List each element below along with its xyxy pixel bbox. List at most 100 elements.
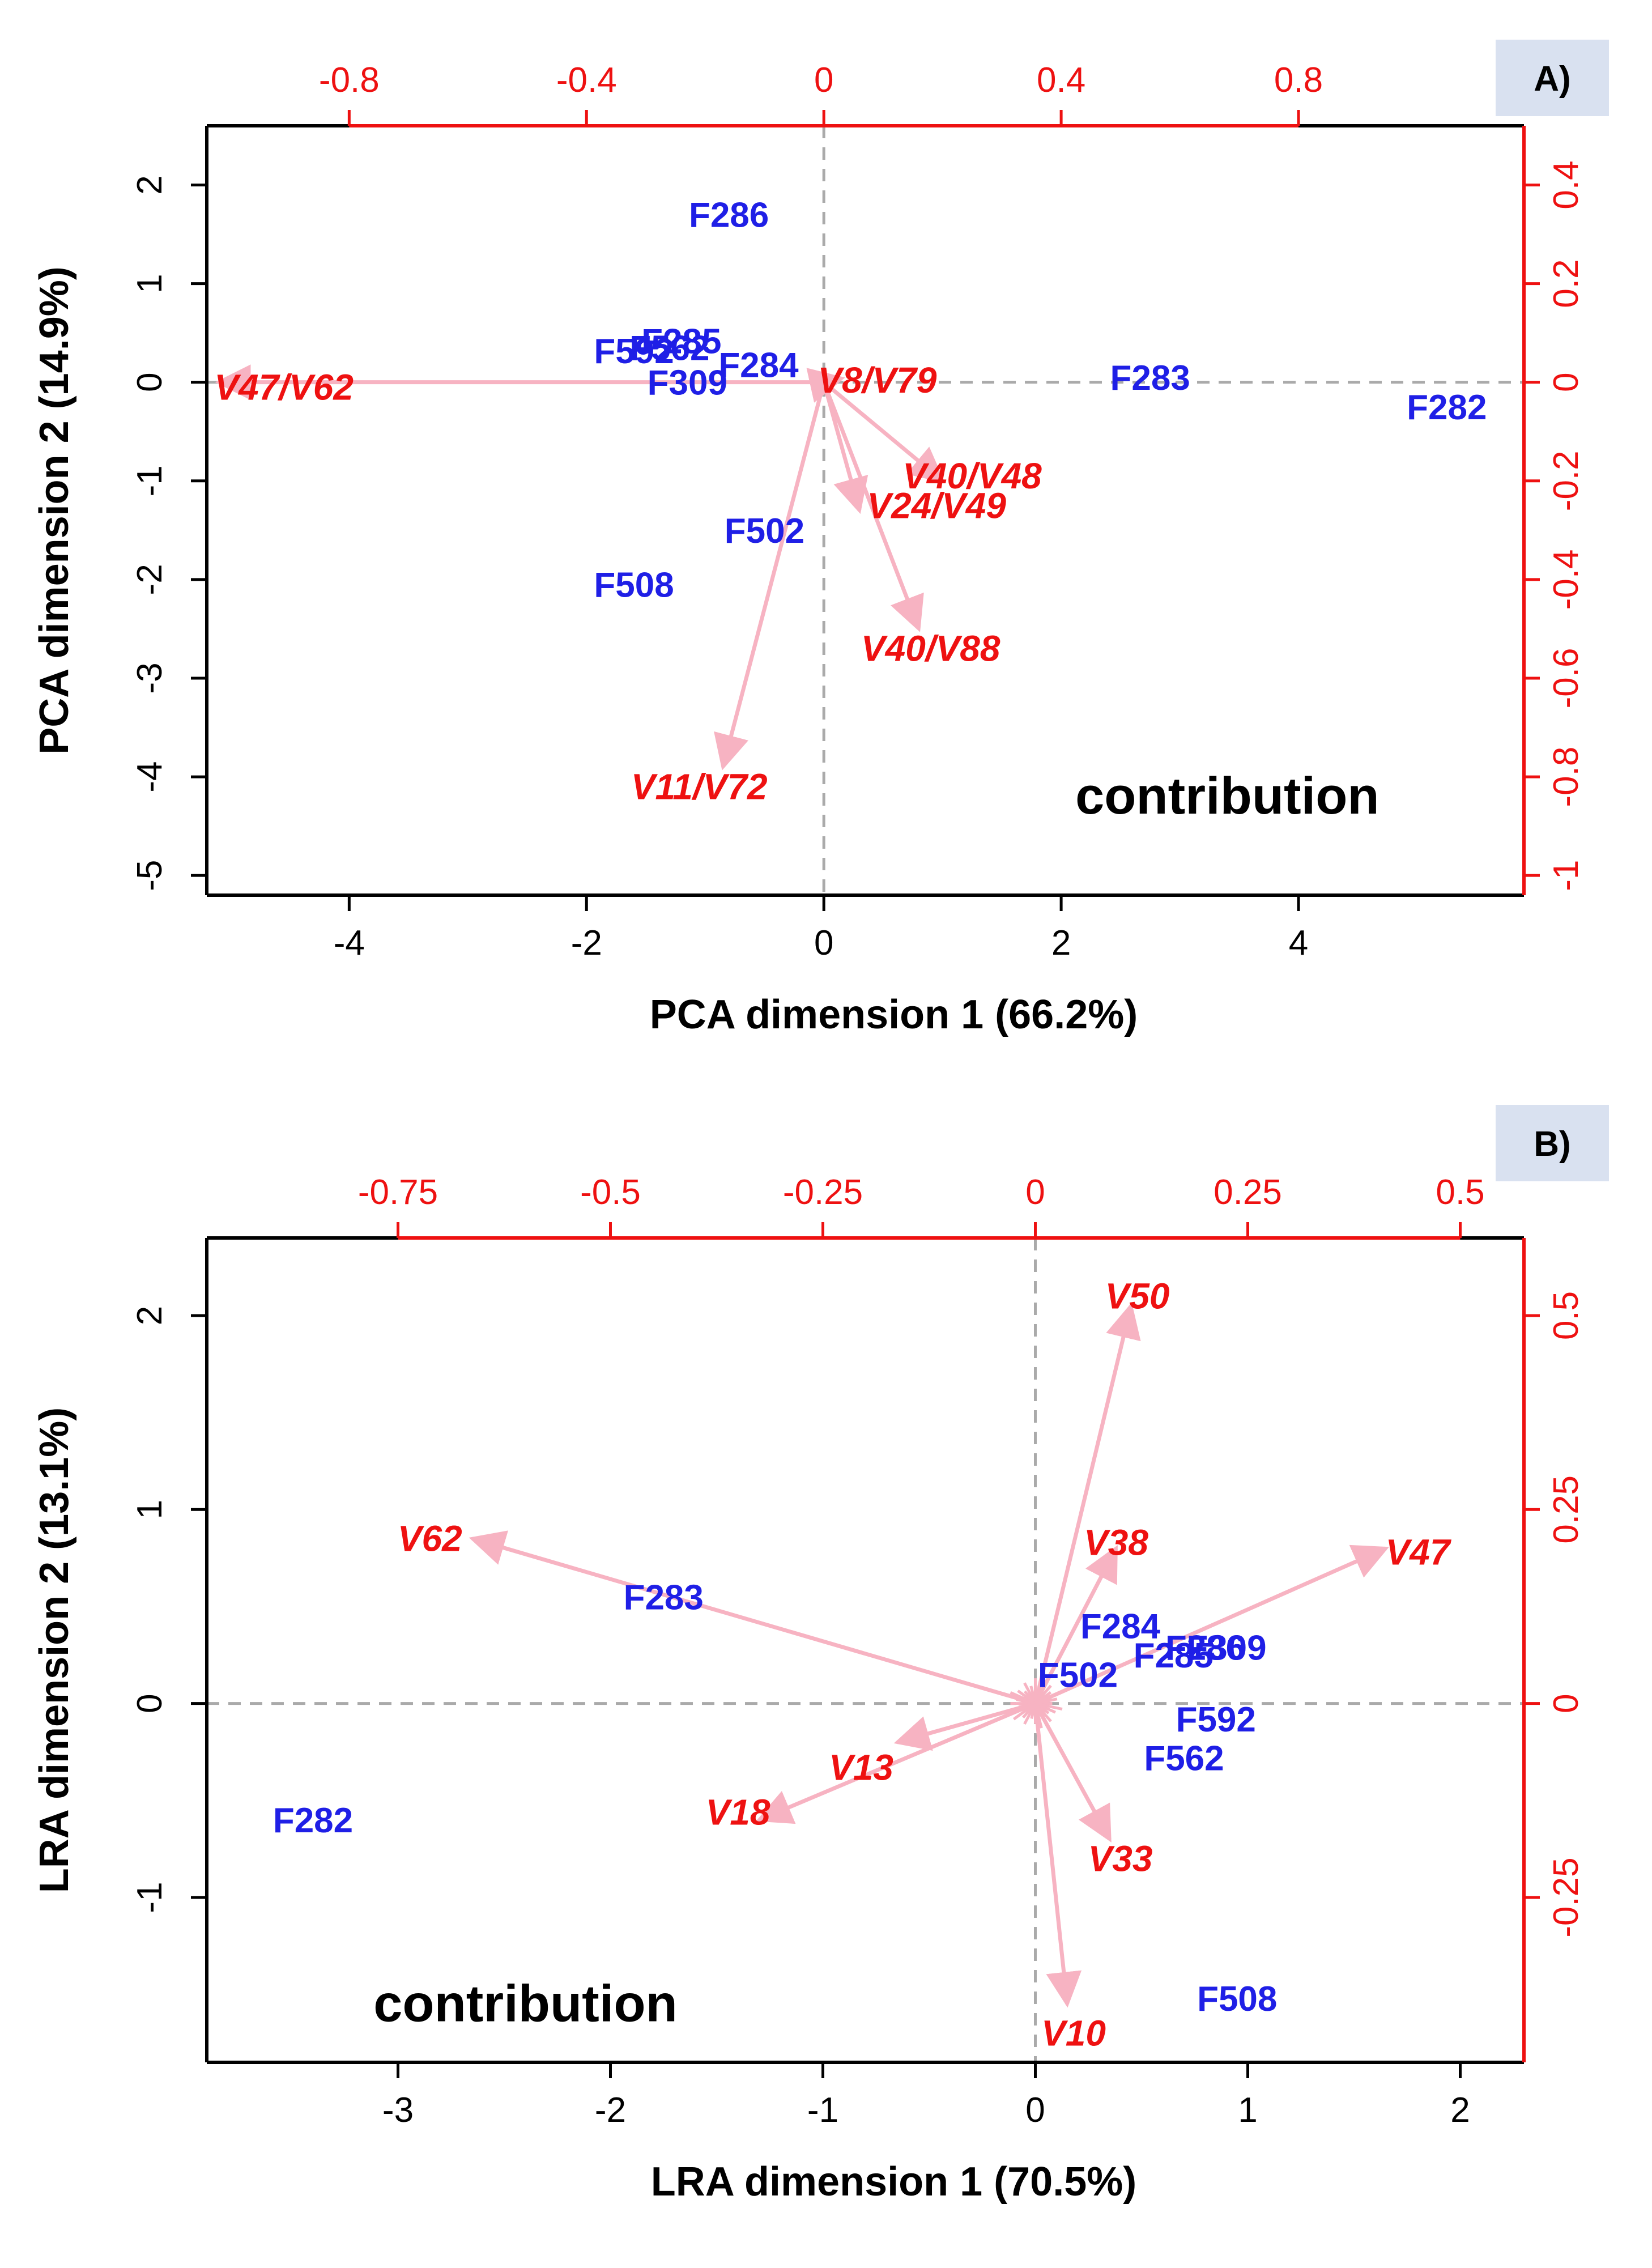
panel-b-point-label: F309 [1186, 1628, 1266, 1667]
panel-a-x-tick-label: -2 [571, 924, 602, 963]
panel-b-y-tick-label: 1 [130, 1500, 169, 1519]
panel-b-secondary-x-tick-label: -0.75 [358, 1173, 438, 1212]
panel-b-secondary-x-tick-label: 0.5 [1436, 1173, 1484, 1212]
panel-a-variable-label: V8/V79 [818, 360, 936, 401]
panel-a-point-label: F284 [718, 346, 799, 385]
panel-b-y-axis-title: LRA dimension 2 (13.1%) [32, 1407, 77, 1893]
panel-a-point-label: F283 [1110, 359, 1190, 398]
panel-a-secondary-x-tick-label: -0.4 [556, 61, 617, 100]
panel-b-point-label: F285 [1134, 1636, 1214, 1675]
panel-b-variable-arrow [1033, 1545, 1118, 1705]
panel-a-secondary-x-tick-label: 0 [814, 61, 833, 100]
panel-b-tag: B) [1534, 1125, 1570, 1164]
panel-a-y-tick-label: -1 [130, 465, 169, 496]
panel-b-point-label: F508 [1197, 1980, 1277, 2019]
panel-b-variable-arrow [469, 1530, 1036, 1706]
panel-b-annotation: contribution [373, 1975, 678, 2032]
panel-a-y-tick-label: 2 [130, 175, 169, 194]
panel-a-point-label: F282 [1407, 388, 1487, 427]
panel-a-y-tick-label: -5 [130, 860, 169, 891]
panel-b-point-label: F286 [1165, 1628, 1245, 1667]
panel-a-variable-arrow [821, 381, 868, 514]
panel-a-y-tick-label: -2 [130, 564, 169, 595]
panel-a-variable-label: V47/V62 [214, 367, 354, 407]
panel-b-x-tick-label: 2 [1450, 2091, 1470, 2130]
panel-b-y-tick-label: -1 [130, 1882, 169, 1913]
panel-a-secondary-x-tick-label: -0.8 [319, 61, 380, 100]
panel-a-x-tick-label: -4 [334, 924, 365, 963]
panel-b-x-tick-label: 0 [1025, 2091, 1045, 2130]
panel-b-x-tick-label: -2 [595, 2091, 626, 2130]
panel-b-secondary-y-tick-label: 0.5 [1547, 1291, 1586, 1340]
panel-b-y-tick-label: 2 [130, 1306, 169, 1325]
panel-b-variable-label: V62 [398, 1518, 462, 1559]
panel-a-point-label: F592 [594, 332, 674, 371]
panel-a-secondary-y-tick-label: 0 [1547, 372, 1586, 392]
panel-b-secondary-x-tick-label: 0.25 [1214, 1173, 1282, 1212]
panel-a-variable-arrow [822, 380, 946, 483]
panel-a-point-label: F502 [725, 512, 804, 551]
panel-b-variable-arrow [1034, 1544, 1390, 1705]
panel-b-variable-label: V50 [1105, 1276, 1170, 1317]
panel-a-point-label: F562 [629, 329, 709, 368]
panel-b-point-label: F283 [624, 1578, 704, 1617]
panel-a-variable-label: V24/V49 [867, 485, 1006, 526]
panel-a-secondary-y-tick-label: -1 [1547, 860, 1586, 891]
panel-a-tag: A) [1534, 59, 1570, 99]
panel-a-variable-arrow [806, 368, 845, 403]
panel-b-point-label: F592 [1176, 1700, 1256, 1739]
panel-a-y-tick-label: -4 [130, 761, 169, 793]
panel-b-point-label: F562 [1144, 1739, 1224, 1778]
panel-a-secondary-y-tick-label: -0.4 [1547, 549, 1586, 610]
panel-b-y-tick-label: 0 [130, 1693, 169, 1713]
panel-b-variable-arrow [1033, 1703, 1082, 2008]
panel-b-tag-background [1496, 1105, 1609, 1181]
panel-b-variable-label: V18 [706, 1792, 770, 1832]
panel-a-y-tick-label: -3 [130, 662, 169, 693]
panel-b-point-label: F284 [1080, 1607, 1161, 1646]
panel-a-point-label: F285 [641, 322, 721, 361]
panel-b-variable-label: V38 [1084, 1522, 1148, 1563]
panel-a-variable-arrow [821, 381, 924, 632]
panel-b-x-tick-label: 1 [1238, 2091, 1257, 2130]
panel-b-variable-label: V47 [1386, 1532, 1452, 1573]
panel-a-x-tick-label: 0 [814, 924, 833, 963]
panel-b-variable-label: V10 [1041, 2013, 1106, 2054]
panel-b-secondary-y-tick-label: 0 [1547, 1693, 1586, 1713]
panel-b-variable-label: V33 [1088, 1839, 1153, 1879]
panel-a-annotation: contribution [1075, 767, 1379, 825]
panel-b-point-label: F502 [1038, 1656, 1118, 1695]
panel-a-variable-label: V40/V48 [902, 456, 1042, 496]
panel-b-variable-arrow [1033, 1302, 1141, 1704]
panel-b-variable-arrow [756, 1701, 1036, 1824]
panel-b-secondary-y-tick-label: -0.25 [1547, 1857, 1586, 1937]
panel-a-secondary-y-tick-label: 0.4 [1547, 160, 1586, 209]
panel-a-variable-label: V11/V72 [631, 766, 768, 807]
panel-b-variable-label: V13 [829, 1747, 893, 1788]
panel-a-secondary-y-tick-label: -0.2 [1547, 450, 1586, 511]
panel-a-secondary-y-tick-label: -0.6 [1547, 648, 1586, 709]
panel-a-secondary-x-tick-label: 0.8 [1274, 61, 1323, 100]
panel-a-point-label: F309 [648, 364, 727, 403]
panel-a-y-axis-title: PCA dimension 2 (14.9%) [32, 266, 77, 755]
panel-b-secondary-y-tick-label: 0.25 [1547, 1475, 1586, 1544]
panel-b-origin-small-arrow [1034, 1702, 1063, 1710]
panel-a-secondary-y-tick-label: 0.2 [1547, 259, 1586, 308]
panel-b-x-tick-label: -1 [807, 2091, 838, 2130]
panel-b-variable-arrow [1033, 1702, 1112, 1843]
panel-a-variable-label: V40/V88 [861, 628, 1000, 669]
panel-a-y-tick-label: 0 [130, 372, 169, 392]
panel-b-variable-arrow [893, 1701, 1036, 1751]
panel-a-secondary-x-tick-label: 0.4 [1037, 61, 1085, 100]
panel-a-x-tick-label: 2 [1051, 924, 1071, 963]
panel-b-x-axis-title: LRA dimension 1 (70.5%) [651, 2159, 1137, 2205]
panel-a-x-axis-title: PCA dimension 1 (66.2%) [650, 992, 1138, 1037]
panel-b-secondary-x-tick-label: 0 [1025, 1173, 1045, 1212]
panel-a-point-label: F508 [594, 566, 674, 605]
panel-a-x-tick-label: 4 [1289, 924, 1308, 963]
panel-a-variable-arrow [714, 381, 826, 771]
panel-a-y-tick-label: 1 [130, 274, 169, 293]
